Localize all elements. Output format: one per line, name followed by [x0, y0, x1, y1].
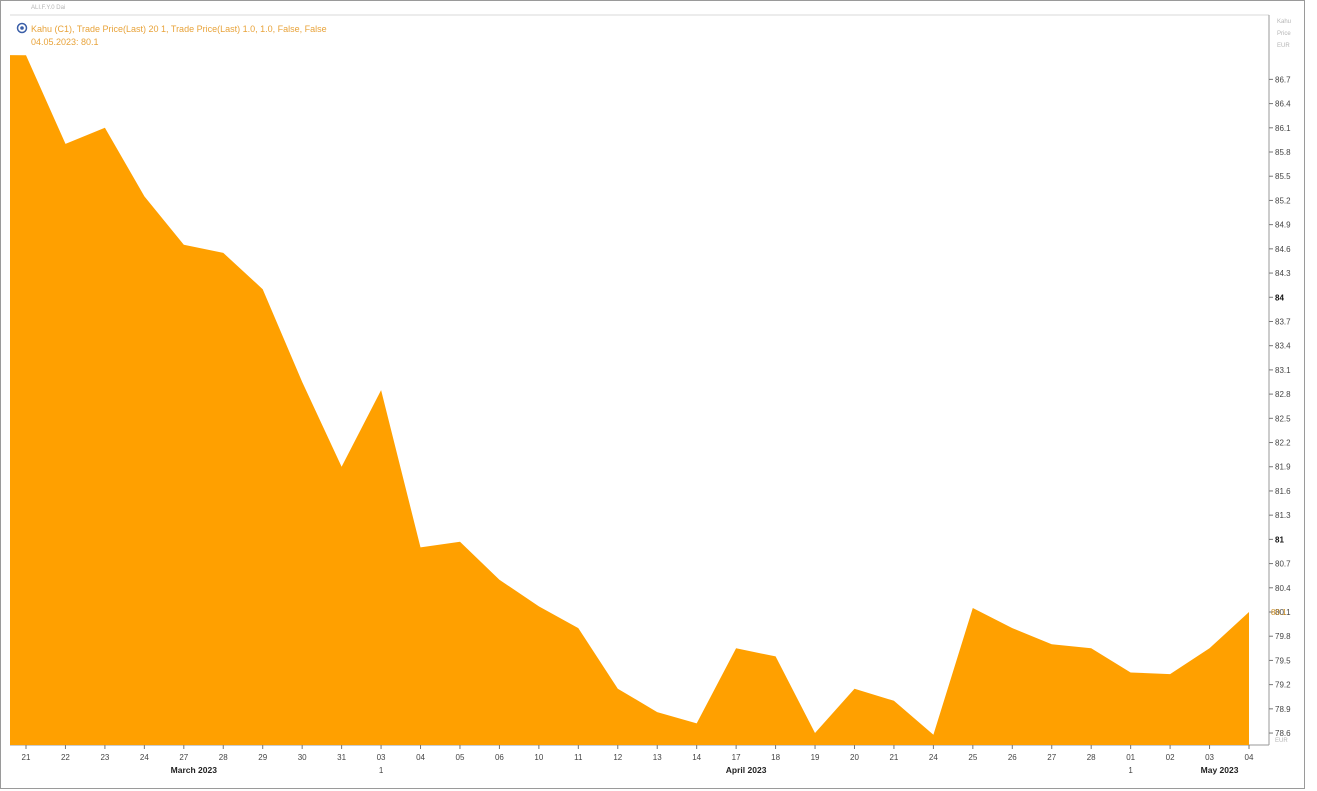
x-tick-label: 14 — [692, 753, 701, 762]
x-tick-label: 19 — [811, 753, 820, 762]
y-tick-label: 78.6 — [1275, 729, 1291, 738]
y-tick-label: 85.8 — [1275, 148, 1291, 157]
y-tick-label: 86.7 — [1275, 75, 1291, 84]
y-tick-label: 83.1 — [1275, 366, 1291, 375]
y-tick-label: 80.1 — [1275, 608, 1291, 617]
y-tick-label: 79.8 — [1275, 632, 1291, 641]
x-quarter-mark: 1 — [1128, 766, 1133, 775]
x-tick-label: 04 — [1245, 753, 1254, 762]
x-tick-label: 25 — [968, 753, 977, 762]
x-tick-label: 12 — [613, 753, 622, 762]
y-tick-label: 84.3 — [1275, 269, 1291, 278]
legend-toggle-dot-icon — [20, 26, 24, 30]
y-tick-label: 83.7 — [1275, 317, 1291, 326]
legend-series-text: Kahu (C1), Trade Price(Last) 20 1, Trade… — [31, 24, 327, 34]
x-tick-label: 21 — [889, 753, 898, 762]
y-axis-header-label: EUR — [1277, 43, 1290, 49]
x-month-label: May 2023 — [1201, 765, 1239, 775]
x-month-label: March 2023 — [171, 765, 218, 775]
y-axis-header-label: Price — [1277, 31, 1291, 37]
y-tick-label: 79.2 — [1275, 681, 1291, 690]
x-tick-label: 06 — [495, 753, 504, 762]
x-tick-label: 20 — [850, 753, 859, 762]
y-tick-label: 82.2 — [1275, 439, 1291, 448]
x-tick-label: 27 — [179, 753, 188, 762]
y-tick-label: 82.5 — [1275, 414, 1291, 423]
x-tick-label: 03 — [1205, 753, 1214, 762]
x-tick-label: 05 — [456, 753, 465, 762]
header-left-caption: ALI.F.Y.0 Dai — [31, 5, 65, 11]
x-tick-label: 01 — [1126, 753, 1135, 762]
x-tick-label: 27 — [1047, 753, 1056, 762]
current-value-label: 80.1 — [1271, 608, 1287, 617]
y-tick-label: 85.2 — [1275, 196, 1291, 205]
y-tick-label: 81.3 — [1275, 511, 1291, 520]
y-tick-label: 81.6 — [1275, 487, 1291, 496]
x-tick-label: 24 — [140, 753, 149, 762]
x-tick-label: 26 — [1008, 753, 1017, 762]
y-tick-label: 81 — [1275, 535, 1284, 544]
x-tick-label: 24 — [929, 753, 938, 762]
x-tick-label: 28 — [1087, 753, 1096, 762]
x-tick-label: 18 — [771, 753, 780, 762]
y-axis-header-label: Kahu — [1277, 19, 1291, 25]
x-tick-label: 17 — [732, 753, 741, 762]
y-tick-label: 84.6 — [1275, 245, 1291, 254]
price-area-series — [10, 55, 1249, 746]
x-tick-label: 21 — [22, 753, 31, 762]
y-tick-label: 85.5 — [1275, 172, 1291, 181]
y-tick-label: 86.1 — [1275, 124, 1291, 133]
y-axis: 86.7 86.4 86.1 85.8 85.5 85.2 84.9 84.6 84.3 84 83… — [1269, 19, 1291, 744]
x-tick-label: 31 — [337, 753, 346, 762]
y-tick-label: 84 — [1275, 293, 1284, 302]
y-tick-label: 86.4 — [1275, 100, 1291, 109]
x-tick-label: 04 — [416, 753, 425, 762]
y-tick-label: 83.4 — [1275, 342, 1291, 351]
y-tick-label: 84.9 — [1275, 221, 1291, 230]
x-tick-label: 30 — [298, 753, 307, 762]
y-tick-label: 79.5 — [1275, 656, 1291, 665]
x-quarter-mark: 1 — [379, 766, 384, 775]
x-tick-label: 29 — [258, 753, 267, 762]
x-axis: 21 22 23 24 27 28 29 30 31 03 04 05 06 10 11 12 13 14 17 18… — [22, 745, 1254, 775]
y-axis-footer-label: EUR — [1275, 738, 1288, 744]
x-tick-label: 11 — [574, 753, 583, 762]
y-tick-label: 81.9 — [1275, 463, 1291, 472]
y-tick-label: 82.8 — [1275, 390, 1291, 399]
x-tick-label: 02 — [1166, 753, 1175, 762]
legend: Kahu (C1), Trade Price(Last) 20 1, Trade… — [16, 22, 327, 47]
x-tick-label: 13 — [653, 753, 662, 762]
x-tick-label: 28 — [219, 753, 228, 762]
x-tick-label: 22 — [61, 753, 70, 762]
x-tick-label: 10 — [534, 753, 543, 762]
y-tick-label: 80.4 — [1275, 584, 1291, 593]
y-tick-label: 80.7 — [1275, 560, 1291, 569]
x-month-label: April 2023 — [726, 765, 767, 775]
legend-value-text: 04.05.2023: 80.1 — [31, 37, 99, 47]
x-tick-label: 03 — [377, 753, 386, 762]
x-tick-label: 23 — [100, 753, 109, 762]
y-tick-label: 78.9 — [1275, 705, 1291, 714]
